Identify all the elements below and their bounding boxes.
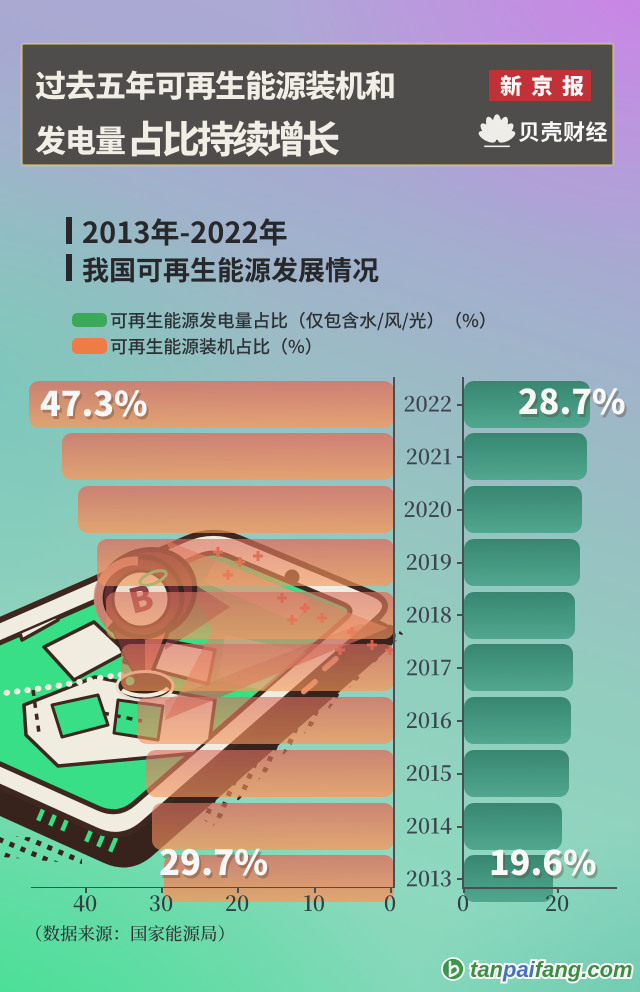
svg-text:tanpaifang.com: tanpaifang.com	[470, 957, 633, 982]
